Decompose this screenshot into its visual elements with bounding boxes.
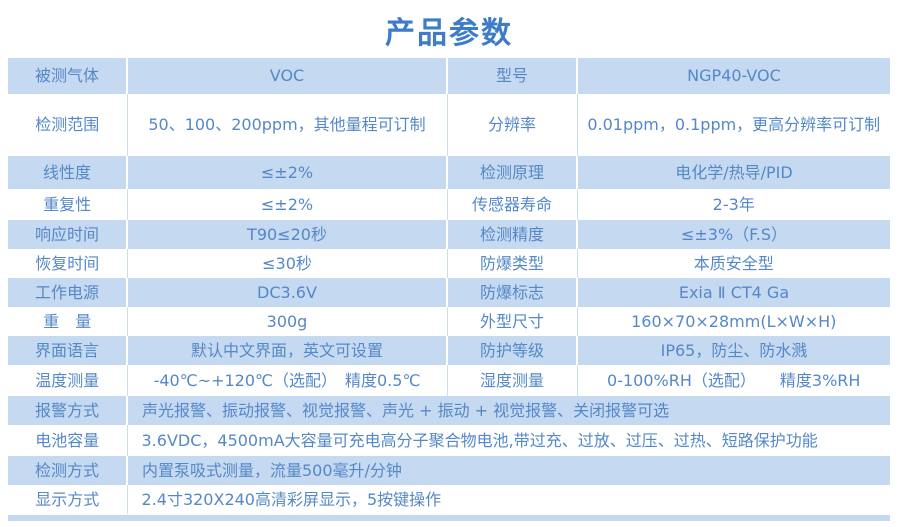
next-row-partial-strip: [8, 515, 890, 521]
spec-value: 电化学/热导/PID: [576, 156, 890, 189]
spec-value: NGP40-VOC: [576, 58, 890, 94]
table-row: 线性度 ≤±2% 检测原理 电化学/热导/PID: [8, 156, 890, 189]
spec-value: T90≤20秒: [126, 220, 447, 249]
table-row: 电池容量 3.6VDC，4500mA大容量可充电高分子聚合物电池,带过充、过放、…: [8, 425, 890, 456]
spec-label: 检测精度: [446, 220, 577, 249]
table-row: 重复性 ≤±2% 传感器寿命 2-3年: [8, 189, 890, 220]
spec-value: ≤±2%: [126, 189, 447, 220]
spec-label: 湿度测量: [446, 365, 577, 396]
spec-label: 外型尺寸: [446, 307, 577, 336]
spec-label: 防爆类型: [446, 249, 577, 278]
spec-label: 防护等级: [446, 336, 577, 365]
spec-label: 恢复时间: [8, 249, 127, 278]
spec-value: ≤±3%（F.S）: [576, 220, 890, 249]
spec-value: 300g: [126, 307, 447, 336]
table-row: 报警方式 声光报警、振动报警、视觉报警、声光 + 振动 + 视觉报警、关闭报警可…: [8, 396, 890, 425]
spec-label: 分辨率: [446, 94, 577, 156]
spec-label: 显示方式: [8, 485, 127, 514]
spec-label: 检测原理: [446, 156, 577, 189]
spec-label: 防爆标志: [446, 278, 577, 307]
spec-value: 内置泵吸式测量，流量500毫升/分钟: [126, 456, 890, 485]
spec-value: -40℃~+120℃（选配） 精度0.5℃: [126, 365, 447, 396]
spec-value: IP65，防尘、防水溅: [576, 336, 890, 365]
page-title: 产品参数: [385, 16, 513, 51]
table-row: 显示方式 2.4寸320X240高清彩屏显示，5按键操作: [8, 485, 890, 514]
table-row: 温度测量 -40℃~+120℃（选配） 精度0.5℃ 湿度测量 0-100%RH…: [8, 365, 890, 396]
table-row: 检测范围 50、100、200ppm，其他量程可订制 分辨率 0.01ppm，0…: [8, 94, 890, 156]
spec-label: 传感器寿命: [446, 189, 577, 220]
spec-label: 温度测量: [8, 365, 127, 396]
spec-label: 检测范围: [8, 94, 127, 156]
spec-value: 50、100、200ppm，其他量程可订制: [126, 94, 447, 156]
spec-value: 本质安全型: [576, 249, 890, 278]
table-row: 恢复时间 ≤30秒 防爆类型 本质安全型: [8, 249, 890, 278]
spec-value: 默认中文界面，英文可设置: [126, 336, 447, 365]
spec-value: 3.6VDC，4500mA大容量可充电高分子聚合物电池,带过充、过放、过压、过热…: [126, 425, 890, 456]
spec-label: 被测气体: [8, 58, 127, 94]
spec-label: 线性度: [8, 156, 127, 189]
spec-label: 型号: [446, 58, 577, 94]
spec-value: 2-3年: [576, 189, 890, 220]
spec-value: Exia Ⅱ CT4 Ga: [576, 278, 890, 307]
spec-label: 检测方式: [8, 456, 127, 485]
table-row: 界面语言 默认中文界面，英文可设置 防护等级 IP65，防尘、防水溅: [8, 336, 890, 365]
spec-label: 界面语言: [8, 336, 127, 365]
spec-value: ≤±2%: [126, 156, 447, 189]
spec-label: 重复性: [8, 189, 127, 220]
spec-value: 声光报警、振动报警、视觉报警、声光 + 振动 + 视觉报警、关闭报警可选: [126, 396, 890, 425]
spec-label: 重 量: [8, 307, 127, 336]
spec-label: 电池容量: [8, 425, 127, 456]
spec-label: 响应时间: [8, 220, 127, 249]
table-row: 响应时间 T90≤20秒 检测精度 ≤±3%（F.S）: [8, 220, 890, 249]
spec-value: ≤30秒: [126, 249, 447, 278]
table-row: 重 量 300g 外型尺寸 160×70×28mm(L×W×H): [8, 307, 890, 336]
spec-label: 报警方式: [8, 396, 127, 425]
spec-value: 0-100%RH（选配） 精度3%RH: [576, 365, 890, 396]
table-row: 被测气体 VOC 型号 NGP40-VOC: [8, 58, 890, 94]
spec-value: DC3.6V: [126, 278, 447, 307]
spec-value: VOC: [126, 58, 447, 94]
spec-table: 被测气体 VOC 型号 NGP40-VOC 检测范围 50、100、200ppm…: [8, 58, 890, 514]
spec-value: 2.4寸320X240高清彩屏显示，5按键操作: [126, 485, 890, 514]
table-row: 检测方式 内置泵吸式测量，流量500毫升/分钟: [8, 456, 890, 485]
spec-label: 工作电源: [8, 278, 127, 307]
table-row: 工作电源 DC3.6V 防爆标志 Exia Ⅱ CT4 Ga: [8, 278, 890, 307]
spec-value: 160×70×28mm(L×W×H): [576, 307, 890, 336]
spec-value: 0.01ppm，0.1ppm，更高分辨率可订制: [576, 94, 890, 156]
